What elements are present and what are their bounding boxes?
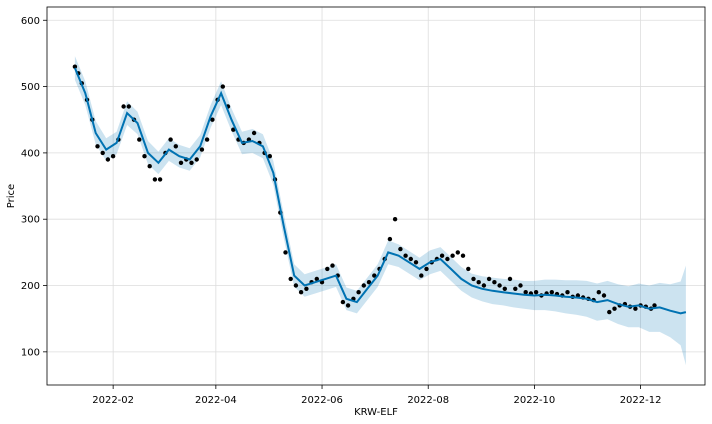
observed-point [288, 276, 293, 282]
observed-point [439, 253, 445, 258]
observed-point [157, 177, 163, 182]
observed-point [408, 256, 413, 262]
observed-point [356, 290, 361, 295]
observed-point [105, 157, 111, 162]
observed-point [596, 290, 601, 295]
observed-point [126, 104, 131, 109]
observed-point [460, 253, 466, 258]
observed-point [168, 137, 173, 142]
observed-point [476, 280, 481, 285]
observed-point [345, 303, 351, 308]
observed-point [413, 260, 419, 265]
observed-point [492, 280, 497, 285]
observed-point [549, 290, 554, 295]
observed-point [523, 290, 528, 295]
observed-point [330, 263, 335, 268]
observed-point [481, 283, 487, 288]
observed-point [419, 273, 424, 278]
y-tick-label: 500 [21, 82, 40, 93]
observed-point [147, 164, 152, 169]
y-tick-label: 300 [21, 215, 40, 226]
observed-point [612, 306, 617, 311]
plot-area [47, 7, 705, 385]
y-axis-ticks: 100 200 300 400 500 600 [21, 16, 47, 358]
observed-point [361, 283, 366, 288]
x-tick-label: 2022-06 [301, 395, 343, 406]
observed-point [450, 253, 455, 258]
observed-point [325, 266, 330, 272]
observed-point [466, 266, 471, 272]
observed-point [72, 64, 78, 69]
observed-point [110, 154, 116, 159]
observed-point [231, 127, 236, 132]
observed-point [387, 236, 393, 242]
observed-point [152, 177, 158, 182]
observed-point [471, 276, 476, 282]
observed-point [518, 283, 523, 288]
observed-point [486, 276, 492, 282]
observed-point [142, 154, 147, 159]
observed-point [199, 147, 205, 152]
observed-point [455, 250, 460, 255]
observed-point [95, 144, 100, 149]
y-axis-title: Price [6, 184, 17, 208]
observed-point [424, 266, 429, 272]
x-tick-label: 2022-08 [407, 395, 449, 406]
observed-point [220, 84, 225, 89]
observed-point [283, 250, 288, 255]
observed-point [100, 150, 105, 156]
y-tick-label: 100 [21, 347, 40, 358]
observed-point [251, 130, 257, 136]
observed-point [652, 303, 657, 308]
observed-point [366, 280, 372, 285]
grid-lines [47, 7, 705, 385]
observed-point [502, 286, 507, 291]
observed-point [392, 217, 398, 222]
observed-point [497, 283, 502, 288]
observed-point [314, 276, 319, 282]
plot-frame [46, 6, 706, 386]
observed-point [298, 290, 304, 295]
observed-point [507, 276, 513, 282]
x-tick-label: 2022-02 [92, 395, 134, 406]
observed-point [633, 306, 638, 311]
observed-point [204, 137, 210, 142]
y-tick-label: 400 [21, 148, 40, 159]
observed-point [372, 273, 377, 278]
x-axis-ticks: 2022-02 2022-04 2022-06 2022-08 2022-10 2022-… [92, 385, 661, 406]
observed-point [445, 256, 450, 262]
y-tick-label: 200 [21, 281, 40, 292]
observed-point [293, 283, 299, 288]
y-tick-label: 600 [21, 16, 40, 27]
observed-point [304, 286, 309, 291]
observed-point [533, 290, 539, 295]
x-tick-label: 2022-04 [195, 395, 237, 406]
observed-point [607, 309, 612, 315]
observed-point [398, 246, 403, 252]
observed-point [513, 286, 518, 291]
observed-point [121, 104, 126, 109]
observed-point [267, 154, 272, 159]
x-tick-label: 2022-10 [514, 395, 556, 406]
x-tick-label: 2022-12 [620, 395, 662, 406]
forecast-line [73, 67, 687, 315]
observed-point [340, 299, 346, 305]
uncertainty-band [74, 56, 686, 366]
observed-point [178, 160, 184, 165]
observed-point [137, 137, 142, 142]
observed-point [565, 290, 570, 295]
observed-point [194, 157, 199, 162]
observed-point [601, 293, 607, 298]
x-axis-title: KRW-ELF [354, 407, 398, 418]
observed-point [403, 253, 408, 258]
observed-point [189, 160, 194, 165]
observed-point [173, 144, 178, 149]
observed-point [210, 117, 215, 122]
